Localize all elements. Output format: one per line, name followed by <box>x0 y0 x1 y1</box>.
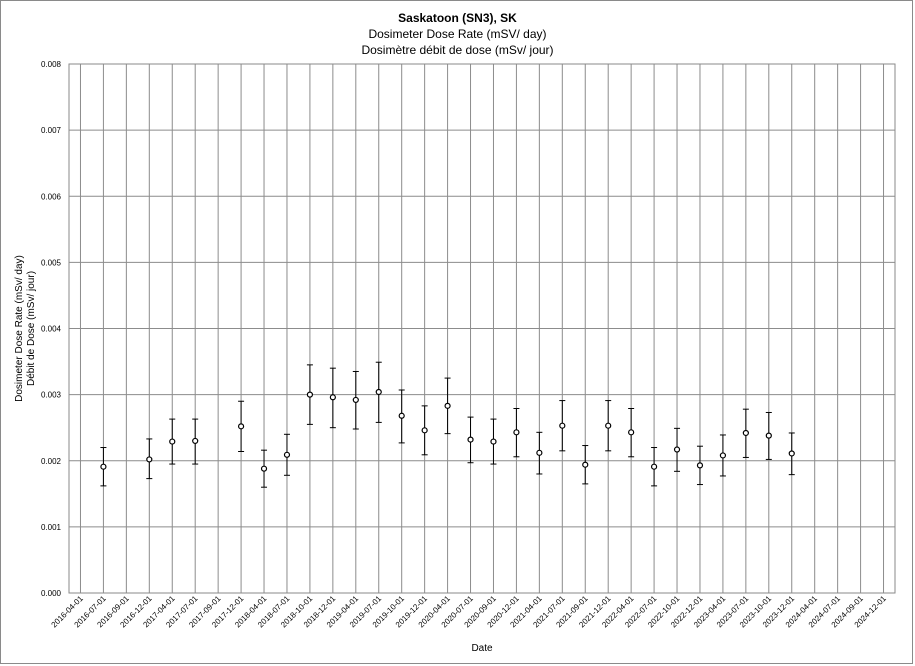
y-tick-labels: 0.000 0.001 0.002 0.003 0.004 0.005 0.006 0.007… <box>41 60 62 598</box>
chart-subtitle: Dosimeter Dose Rate (mSV/ day) <box>368 27 547 41</box>
y-tick-label: 0.003 <box>41 391 62 400</box>
data-point-group <box>352 370 359 430</box>
data-point-group <box>329 367 336 429</box>
data-point <box>788 450 795 457</box>
data-point <box>192 437 199 445</box>
data-point-group <box>582 445 589 485</box>
data-point <box>375 388 382 396</box>
data-point-group <box>146 438 153 480</box>
data-point-group <box>467 416 474 464</box>
data-point-group <box>536 431 543 475</box>
data-point-group <box>788 432 795 476</box>
data-point-group <box>490 418 497 465</box>
data-point <box>398 412 405 419</box>
x-tick-labels: 2016-04-012016-07-012016-09-012016-12-01… <box>50 594 889 630</box>
data-point-group <box>650 447 658 487</box>
data-point-group <box>444 377 451 435</box>
y-tick-label: 0.000 <box>41 589 62 598</box>
data-point <box>673 446 681 453</box>
y-tick-label: 0.005 <box>41 258 62 267</box>
data-point <box>605 422 612 429</box>
data-point <box>421 427 428 434</box>
data-point <box>490 438 497 445</box>
chart-title-block: Saskatoon (SN3), SK Dosimeter Dose Rate … <box>0 10 915 58</box>
y-tick-label: 0.007 <box>41 126 62 135</box>
data-point-group <box>100 447 107 487</box>
data-point <box>329 394 336 401</box>
data-point-group <box>192 418 199 465</box>
data-point <box>283 451 291 458</box>
data-point <box>467 436 474 443</box>
data-point <box>100 463 107 470</box>
data-point <box>765 432 772 439</box>
data-points <box>100 361 795 488</box>
data-point <box>696 462 704 469</box>
data-point-group <box>421 405 428 456</box>
data-point-group <box>559 400 566 452</box>
plot-area-border <box>68 63 896 594</box>
y-tick-label: 0.004 <box>41 325 62 334</box>
y-tick-label: 0.001 <box>41 523 62 532</box>
data-point <box>628 429 635 436</box>
data-point-group <box>283 433 291 476</box>
data-point <box>559 422 566 429</box>
data-point-group <box>260 449 268 488</box>
data-point <box>237 423 245 430</box>
y-axis-label: Dosimeter Dose Rate (mSv/ day) <box>14 255 25 402</box>
data-point <box>444 402 451 409</box>
data-point <box>650 463 658 470</box>
data-point-group <box>605 400 612 452</box>
y-axis-label-fr: Débit de Dose (mSv/ jour) <box>26 271 37 386</box>
data-point-group <box>237 400 245 452</box>
data-point <box>719 452 727 459</box>
data-point <box>513 429 520 436</box>
y-tick-label: 0.006 <box>41 192 62 201</box>
data-point-group <box>169 418 176 465</box>
data-point <box>536 449 543 456</box>
data-point <box>742 429 749 437</box>
y-tick-label: 0.002 <box>41 457 62 466</box>
data-point <box>146 456 153 463</box>
data-point-group <box>513 408 520 458</box>
chart-title: Saskatoon (SN3), SK <box>398 11 517 25</box>
data-point <box>352 396 359 404</box>
x-axis-label: Date <box>471 643 493 654</box>
y-tick-label: 0.008 <box>41 60 62 69</box>
chart-subtitle-fr: Dosimètre débit de dose (mSv/ jour) <box>361 43 554 57</box>
data-point-group <box>696 445 704 486</box>
data-point <box>582 461 589 468</box>
data-point-group <box>375 361 382 423</box>
data-point <box>306 391 314 398</box>
data-point-group <box>628 408 635 458</box>
data-point-group <box>306 364 314 425</box>
data-point-group <box>719 434 727 477</box>
data-point-group <box>673 427 681 472</box>
gridlines <box>69 63 895 594</box>
data-point <box>260 465 268 472</box>
data-point-group <box>398 389 405 444</box>
data-point-group <box>765 411 772 460</box>
data-point <box>169 438 176 445</box>
data-point-group <box>742 408 749 458</box>
